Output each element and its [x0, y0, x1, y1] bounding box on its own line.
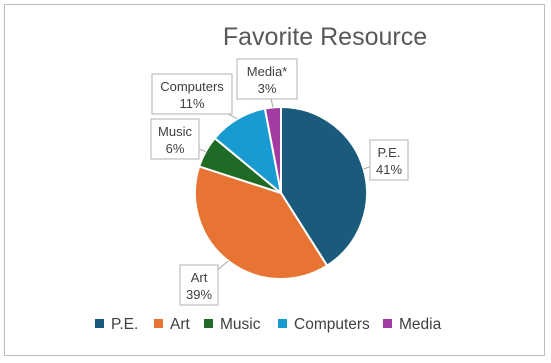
legend-swatch-p-e: [95, 319, 104, 328]
data-label-name-music: Music: [158, 124, 192, 139]
leader-line-computers: [227, 113, 238, 120]
data-label-name-art: Art: [191, 270, 208, 285]
legend: P.E. Art Music Computers Media: [95, 316, 442, 333]
legend-label-computers: Computers: [294, 316, 370, 333]
legend-label-art: Art: [170, 316, 191, 333]
legend-label-p-e: P.E.: [111, 316, 138, 333]
data-label-value-computers: 11%: [179, 96, 204, 111]
chart-title: Favorite Resource: [223, 23, 427, 51]
legend-swatch-music: [204, 319, 213, 328]
data-label-box-media: [236, 58, 298, 100]
data-label-value-music: 6%: [166, 141, 185, 156]
legend-swatch-computers: [278, 319, 287, 328]
data-label-box-music: [150, 118, 200, 160]
leader-line-p-e: [363, 166, 371, 170]
data-label-box-computers: [151, 73, 233, 115]
pie-slice-art: [194, 165, 329, 280]
data-label-value-art: 39%: [186, 287, 212, 302]
leader-line-music: [198, 148, 206, 153]
leader-lines: [198, 98, 371, 270]
data-label-value-media: 3%: [258, 81, 277, 96]
data-label-name-computers: Computers: [160, 79, 224, 94]
pie-slices: [194, 105, 368, 280]
data-label-name-p-e: P.E.: [378, 145, 401, 160]
data-label-name-media: Media*: [247, 64, 287, 79]
data-labels: P.E. 41% Art 39% Music 6% Computers 11% Media* 3%: [150, 58, 409, 306]
legend-label-music: Music: [220, 316, 261, 333]
legend-swatch-media: [383, 319, 392, 328]
leader-line-media: [270, 98, 274, 108]
data-label-box-art: [179, 264, 219, 306]
data-label-box-p-e: [369, 139, 409, 181]
legend-swatch-art: [154, 319, 163, 328]
legend-label-media: Media: [399, 316, 442, 333]
leader-line-art: [217, 260, 229, 270]
data-label-value-p-e: 41%: [376, 162, 402, 177]
